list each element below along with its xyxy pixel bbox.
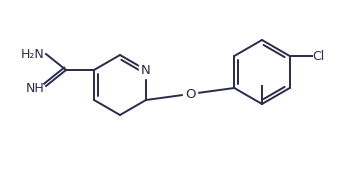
Text: O: O (185, 88, 195, 101)
Text: H₂N: H₂N (20, 48, 44, 61)
Text: N: N (141, 63, 151, 76)
Text: Cl: Cl (313, 49, 325, 62)
Text: NH: NH (25, 82, 44, 95)
